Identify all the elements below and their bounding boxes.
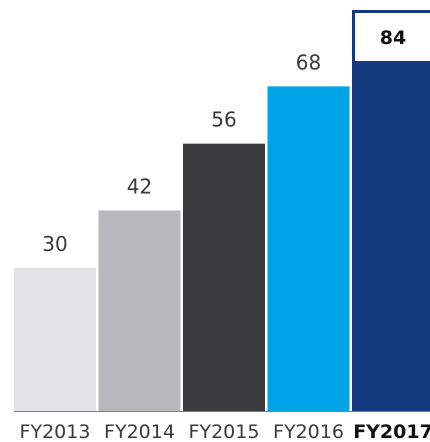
value-label-fy2015: 56 bbox=[211, 108, 236, 132]
value-label-fy2013: 30 bbox=[42, 232, 67, 256]
bar-fy2016 bbox=[267, 86, 350, 411]
bar-fy2013 bbox=[14, 267, 96, 411]
value-label-fy2014: 42 bbox=[127, 175, 152, 199]
tick-label-fy2016: FY2016 bbox=[273, 421, 344, 442]
value-label-box-fy2017 bbox=[353, 11, 430, 63]
tick-label-fy2013: FY2013 bbox=[20, 421, 91, 442]
value-label-fy2016: 68 bbox=[296, 50, 321, 74]
tick-label-fy2014: FY2014 bbox=[104, 421, 175, 442]
tick-label-fy2017: FY2017 bbox=[353, 421, 430, 442]
bar-fy2015 bbox=[183, 143, 265, 411]
bar-fy2014 bbox=[98, 210, 181, 411]
value-label-fy2017: 84 bbox=[380, 27, 406, 49]
tick-label-fy2015: FY2015 bbox=[189, 421, 260, 442]
bar-fy2017 bbox=[352, 10, 430, 411]
